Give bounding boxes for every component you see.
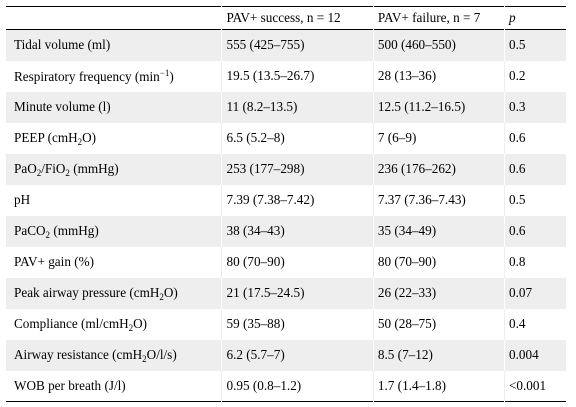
failure-value: 7 (6–9) [372,122,505,154]
label-segment: ) [169,68,174,84]
failure-value: 236 (176–262) [372,153,505,185]
label-segment: Airway resistance (cmH [14,346,143,362]
failure-value: 50 (28–75) [372,308,505,340]
failure-value: 80 (70–90) [372,246,505,278]
table-row: PEEP (cmH2O) 6.5 (5.2–8) 7 (6–9) 0.6 [6,122,566,154]
success-value: 38 (34–43) [221,215,374,247]
success-value: 7.39 (7.38–7.42) [221,184,374,216]
variable-label: WOB per breath (J/l) [6,371,222,402]
variable-label: Respiratory frequency (min−1) [6,61,222,92]
success-value: 0.95 (0.8–1.2) [221,370,374,402]
success-value: 555 (425–755) [221,29,374,61]
label-segment: PEEP (cmH [14,129,78,145]
success-value: 6.5 (5.2–8) [221,122,374,154]
label-segment: −1 [159,67,170,78]
failure-value: 8.5 (7–12) [372,339,505,371]
label-segment: PaO [14,160,37,176]
variable-label: Tidal volume (ml) [6,30,222,61]
label-segment: (mmHg) [50,222,99,238]
success-value: 21 (17.5–24.5) [221,277,374,309]
table-row: PaO2/FiO2 (mmHg) 253 (177–298) 236 (176–26… [6,153,566,185]
p-value: 0.07 [503,277,566,309]
label-segment: PAV+ gain (%) [14,254,94,269]
variable-label: PEEP (cmH2O) [6,123,222,154]
failure-value: 12.5 (11.2–16.5) [372,91,505,123]
label-segment: 2 [45,229,51,240]
p-value: 0.5 [503,29,566,61]
variable-label: Minute volume (l) [6,92,222,123]
success-value: 59 (35–88) [221,308,374,340]
p-value: <0.001 [503,370,566,402]
success-value: 80 (70–90) [221,246,374,278]
label-segment: O) [133,315,148,331]
label-segment: Peak airway pressure (cmH [14,284,160,300]
table-row: Peak airway pressure (cmH2O) 21 (17.5–24.… [6,277,566,309]
label-segment: 2 [36,167,42,178]
header-row: PAV+ success, n = 12 PAV+ failure, n = 7… [6,6,566,30]
label-segment: 2 [128,322,134,333]
variable-label: Airway resistance (cmH2O/l/s) [6,340,222,371]
label-segment: PaCO [14,222,46,238]
label-segment: 2 [65,167,70,178]
variable-label: PaCO2 (mmHg) [6,216,222,247]
p-value: 0.6 [503,215,566,247]
label-segment: 2 [159,291,164,302]
failure-value: 1.7 (1.4–1.8) [372,370,505,402]
variable-label: pH [6,185,222,216]
variable-label: Compliance (ml/cmH2O) [6,309,222,340]
label-segment: Tidal volume (ml) [14,37,111,53]
success-value: 6.2 (5.7–7) [221,339,374,371]
success-value: 11 (8.2–13.5) [221,91,374,123]
label-segment: /FiO [41,160,66,176]
failure-value: 28 (13–36) [372,60,505,92]
table-header: PAV+ success, n = 12 PAV+ failure, n = 7… [6,6,566,30]
table-row: PAV+ gain (%) 80 (70–90) 80 (70–90) 0.8 [6,246,566,278]
p-value: 0.2 [503,60,566,92]
label-segment: (mmHg) [69,160,119,176]
label-segment: O/l/s) [146,346,177,362]
p-value: 0.3 [503,91,566,123]
header-failure: PAV+ failure, n = 7 [372,6,505,30]
p-value: 0.8 [503,246,566,278]
header-success: PAV+ success, n = 12 [221,6,374,30]
p-value: 0.5 [503,184,566,216]
p-value: 0.6 [503,122,566,154]
success-value: 19.5 (13.5–26.7) [221,60,374,92]
label-segment: 2 [142,353,147,364]
table-row: WOB per breath (J/l) 0.95 (0.8–1.2) 1.7 (1… [6,370,566,402]
variable-label: PaO2/FiO2 (mmHg) [6,154,222,185]
failure-value: 35 (34–49) [372,215,505,247]
label-segment: pH [14,192,31,207]
success-value: 253 (177–298) [221,153,374,185]
table-body: Tidal volume (ml) 555 (425–755) 500 (460–5… [6,29,566,402]
table-row: Minute volume (l) 11 (8.2–13.5) 12.5 (11.2… [6,91,566,123]
header-p-value: p [503,6,566,30]
failure-value: 7.37 (7.36–7.43) [372,184,505,216]
label-segment: Compliance (ml/cmH [14,315,129,331]
p-value: 0.6 [503,153,566,185]
p-value: 0.004 [503,339,566,371]
table-row: Airway resistance (cmH2O/l/s) 6.2 (5.7–7)… [6,339,566,371]
table-row: Respiratory frequency (min−1) 19.5 (13.5–… [6,60,566,92]
table-row: Tidal volume (ml) 555 (425–755) 500 (460–5… [6,29,566,61]
label-segment: WOB per breath (J/l) [14,377,126,393]
data-table: PAV+ success, n = 12 PAV+ failure, n = 7… [6,6,566,402]
p-value: 0.4 [503,308,566,340]
failure-value: 500 (460–550) [372,29,505,61]
variable-label: PAV+ gain (%) [6,247,222,278]
variable-label: Peak airway pressure (cmH2O) [6,278,222,309]
label-segment: 2 [77,136,83,147]
header-variable [6,7,222,30]
label-segment: Respiratory frequency (min [14,68,160,84]
label-segment: O) [163,284,178,300]
failure-value: 26 (22–33) [372,277,505,309]
table-row: PaCO2 (mmHg) 38 (34–43) 35 (34–49) 0.6 [6,215,566,247]
table-row: pH 7.39 (7.38–7.42) 7.37 (7.36–7.43) 0.5 [6,184,566,216]
label-segment: Minute volume (l) [14,99,111,114]
table-row: Compliance (ml/cmH2O) 59 (35–88) 50 (28–75… [6,308,566,340]
label-segment: O) [82,129,97,145]
